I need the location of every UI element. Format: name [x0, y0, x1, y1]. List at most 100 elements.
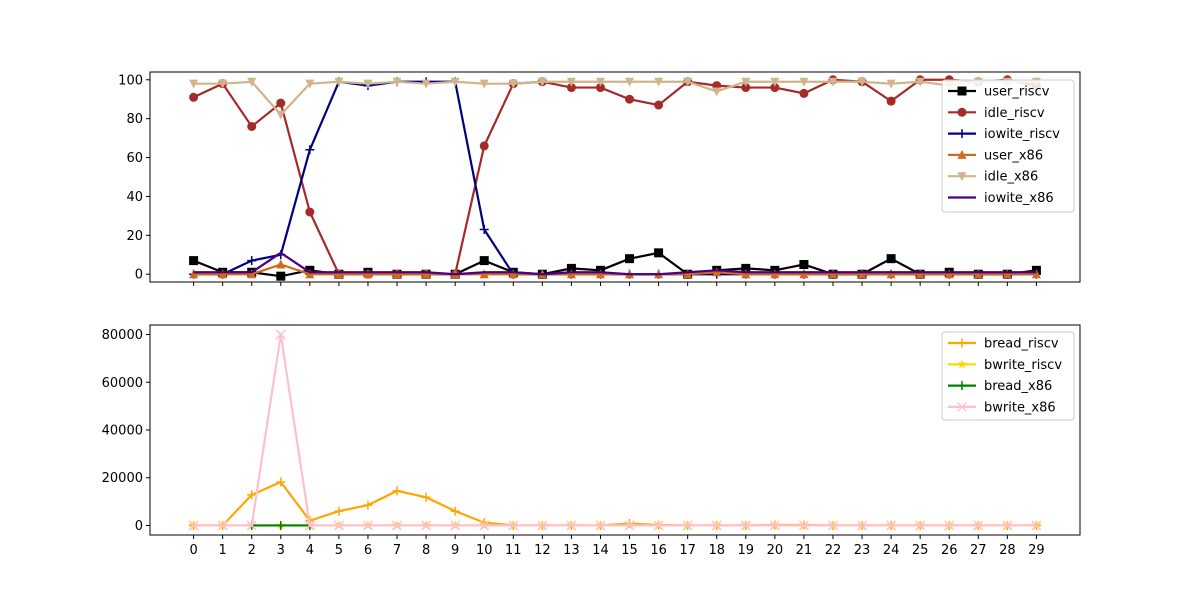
x-tick-label: 1 [219, 543, 227, 558]
data-point [246, 520, 257, 531]
legend-marker [957, 107, 967, 117]
data-point [334, 77, 344, 87]
data-point [276, 520, 286, 530]
data-point [886, 520, 897, 531]
data-point [479, 269, 489, 279]
data-point [479, 141, 489, 151]
data-point [479, 256, 489, 266]
series-line [193, 251, 1037, 276]
data-point [625, 254, 635, 264]
data-point [189, 269, 199, 279]
series-bwrite-x86 [188, 329, 1042, 531]
data-point [741, 263, 751, 273]
series-idle-x86 [189, 77, 1041, 120]
data-point [595, 77, 605, 87]
x-tick-label: 12 [534, 543, 551, 558]
x-tick-label: 26 [941, 543, 958, 558]
data-point [421, 492, 431, 502]
legend-entry: iowite_x86 [948, 191, 1054, 206]
x-tick-label: 19 [738, 543, 755, 558]
data-point [799, 88, 809, 98]
data-point [827, 520, 838, 531]
data-point [1031, 520, 1042, 531]
data-point [944, 269, 954, 279]
data-point [1002, 269, 1012, 279]
data-point [566, 77, 576, 87]
data-point [915, 77, 925, 87]
data-point [770, 83, 780, 93]
data-point [1031, 269, 1041, 279]
x-tick-label: 9 [451, 543, 459, 558]
data-point [857, 269, 867, 279]
data-point [508, 520, 519, 531]
data-point [566, 83, 576, 93]
legend-entry: bread_x86 [948, 379, 1052, 394]
data-point [828, 269, 838, 279]
legend-label: bread_riscv [984, 337, 1059, 352]
data-point [363, 79, 373, 89]
y-tick-label: 60 [126, 151, 143, 166]
data-point [392, 77, 402, 87]
data-point [828, 77, 838, 87]
y-tick-label: 40 [126, 190, 143, 205]
data-point [711, 520, 722, 531]
legend-label: idle_riscv [984, 106, 1045, 121]
data-point [392, 486, 402, 496]
legend-entry: iowite_riscv [948, 127, 1060, 142]
axes-frame [149, 71, 1081, 283]
data-point [769, 520, 780, 531]
y-tick-label: 40000 [102, 424, 143, 439]
data-point [944, 520, 955, 531]
data-point [886, 254, 896, 264]
data-point [363, 500, 373, 510]
x-tick-label: 28 [999, 543, 1016, 558]
x-tick-label: 8 [422, 543, 430, 558]
legend: user_riscv idle_riscv iowite_riscv user_x86… [941, 79, 1075, 213]
data-point [188, 520, 199, 531]
data-point [595, 520, 606, 531]
data-point [334, 269, 344, 279]
legend-marker [957, 129, 967, 139]
data-point [218, 79, 228, 89]
x-tick-label: 22 [825, 543, 842, 558]
data-point [915, 520, 926, 531]
data-point [275, 329, 286, 340]
data-point [741, 77, 751, 87]
data-point [857, 77, 867, 87]
x-tick-label: 2 [248, 543, 256, 558]
legend-label: bread_x86 [984, 379, 1052, 394]
series-line [193, 333, 1037, 527]
x-tick-label: 14 [592, 543, 609, 558]
x-tick-label: 27 [970, 543, 987, 558]
data-point [479, 520, 490, 531]
data-point [450, 506, 460, 516]
data-point [247, 121, 257, 131]
legend-label: iowite_x86 [984, 191, 1054, 206]
data-point [479, 225, 489, 234]
data-point [276, 477, 286, 487]
data-point [625, 94, 635, 104]
data-point [682, 520, 693, 531]
legend-marker [957, 172, 967, 182]
x-tick-label: 25 [912, 543, 929, 558]
series-line [193, 78, 1037, 276]
y-tick-label: 80000 [102, 328, 143, 343]
legend-entry: bread_riscv [948, 337, 1059, 352]
legend-marker [956, 401, 968, 412]
series-line [193, 80, 1037, 276]
series-idle-riscv [189, 75, 1041, 279]
data-point [392, 520, 403, 531]
data-point [276, 98, 286, 108]
x-tick-label: 15 [621, 543, 638, 558]
y-tick-label: 100 [118, 73, 143, 88]
data-point [276, 110, 286, 120]
legend-label: user_riscv [984, 85, 1050, 100]
data-point [915, 269, 925, 279]
data-point [770, 269, 780, 279]
data-point [305, 207, 315, 217]
x-tick-label: 13 [563, 543, 580, 558]
data-point [421, 520, 432, 531]
data-point [654, 248, 664, 258]
data-point [362, 520, 373, 531]
